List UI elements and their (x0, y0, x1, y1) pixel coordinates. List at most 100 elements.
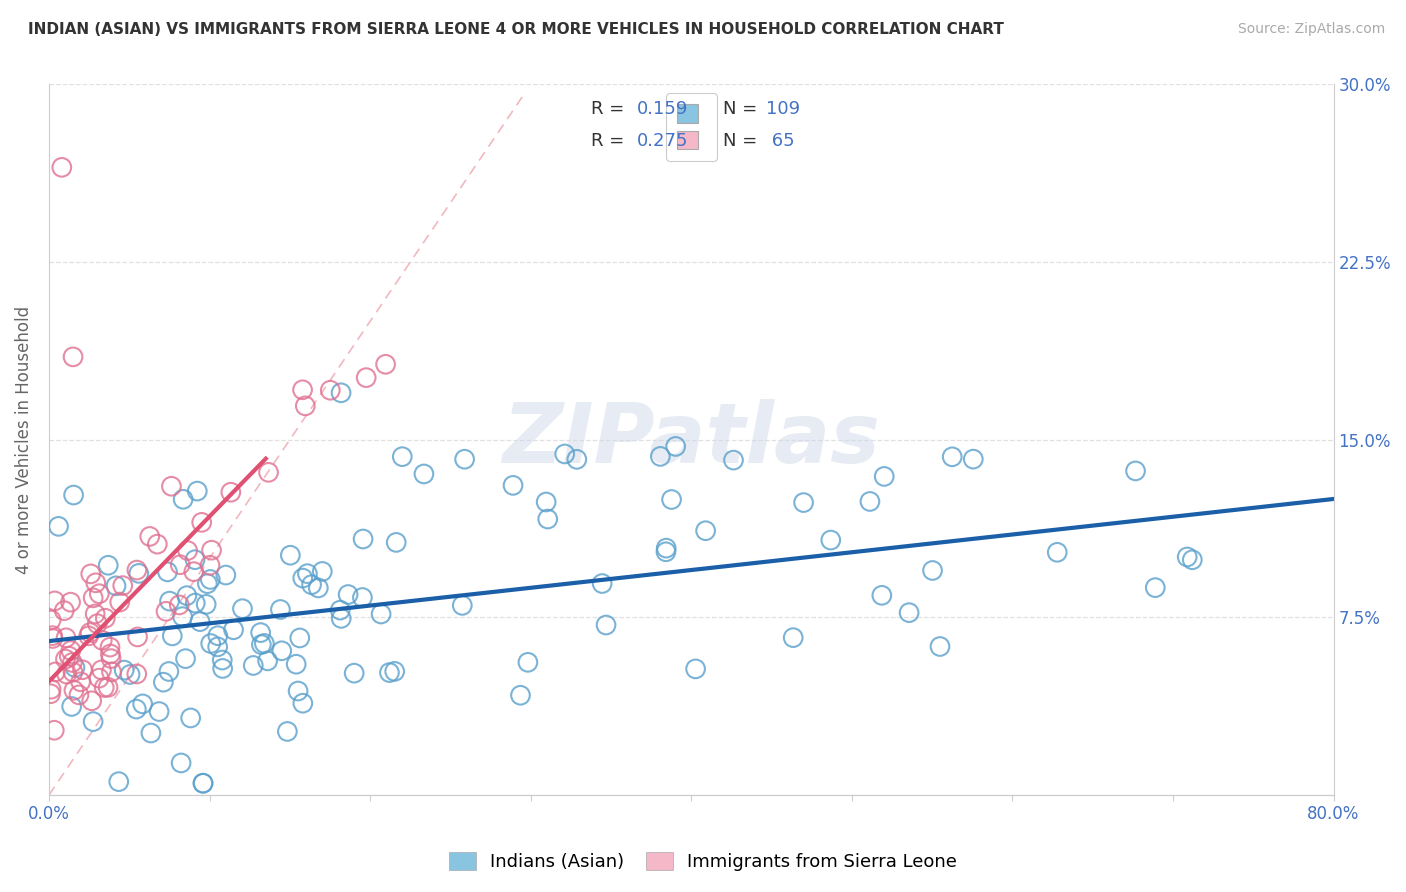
Point (354, 370, 377, 384)
Point (242, 658, 264, 673)
Text: 0.275: 0.275 (637, 132, 689, 150)
Point (661, 492, 683, 507)
Point (89, 671, 111, 685)
Point (125, 667, 148, 681)
Point (451, 599, 474, 613)
Point (157, 665, 180, 679)
Point (352, 591, 374, 605)
Point (385, 535, 408, 549)
Point (90, 663, 112, 677)
Point (207, 640, 229, 654)
Point (352, 532, 374, 546)
Point (146, 537, 169, 551)
Point (39, 682, 62, 697)
Point (269, 602, 291, 616)
Text: ZIPatlas: ZIPatlas (502, 400, 880, 480)
Point (695, 524, 717, 538)
Point (197, 576, 219, 591)
Point (170, 756, 193, 770)
Point (59, 643, 82, 657)
Point (200, 543, 222, 558)
Point (39, 613, 62, 627)
Point (859, 494, 882, 508)
Point (82, 714, 104, 729)
Point (820, 533, 842, 547)
Point (51, 161, 73, 175)
Point (873, 469, 896, 483)
Point (41, 629, 63, 643)
Point (190, 516, 212, 530)
Point (120, 667, 142, 681)
Point (58, 649, 80, 664)
Point (307, 581, 329, 595)
Point (100, 665, 122, 679)
Point (97, 681, 120, 695)
Point (195, 598, 218, 612)
Point (93, 681, 115, 695)
Point (650, 450, 672, 464)
Text: 0.159: 0.159 (637, 100, 689, 119)
Point (256, 654, 278, 668)
Point (280, 548, 302, 562)
Point (343, 666, 366, 681)
Point (374, 357, 396, 371)
Point (55, 667, 77, 681)
Point (172, 492, 194, 507)
Point (921, 564, 943, 578)
Point (198, 558, 221, 573)
Y-axis label: 4 or more Vehicles in Household: 4 or more Vehicles in Household (15, 306, 32, 574)
Point (62, 665, 84, 679)
Point (62, 350, 84, 364)
Point (180, 711, 202, 725)
Point (207, 629, 229, 643)
Point (1144, 581, 1167, 595)
Point (184, 596, 207, 610)
Point (370, 607, 392, 621)
Text: Source: ZipAtlas.com: Source: ZipAtlas.com (1237, 22, 1385, 37)
Text: N =: N = (723, 100, 763, 119)
Point (160, 479, 183, 493)
Point (1125, 464, 1147, 478)
Point (84, 575, 107, 590)
Point (591, 576, 613, 591)
Point (108, 595, 131, 609)
Point (98, 640, 121, 654)
Point (330, 385, 353, 400)
Point (80, 566, 103, 581)
Point (249, 625, 271, 640)
Point (191, 776, 214, 790)
Point (62, 488, 84, 502)
Text: 109: 109 (766, 100, 800, 119)
Point (378, 665, 401, 680)
Point (793, 495, 815, 509)
Point (42, 632, 65, 646)
Point (72, 663, 94, 677)
Point (1046, 545, 1069, 559)
Point (1181, 553, 1204, 567)
Point (211, 653, 233, 667)
Point (169, 558, 191, 572)
Point (294, 399, 316, 413)
Point (554, 447, 576, 461)
Point (63, 660, 86, 674)
Point (231, 601, 253, 615)
Point (79, 625, 101, 640)
Point (276, 724, 298, 739)
Point (69, 674, 91, 689)
Point (139, 726, 162, 740)
Point (330, 611, 353, 625)
Point (222, 623, 245, 637)
Point (91, 633, 114, 648)
Point (291, 571, 314, 585)
Point (107, 774, 129, 789)
Point (191, 776, 214, 790)
Point (287, 684, 309, 698)
Point (337, 588, 360, 602)
Point (898, 606, 921, 620)
Legend: , : , (666, 94, 717, 161)
Point (125, 563, 148, 577)
Point (270, 644, 292, 658)
Point (44, 723, 66, 738)
Point (929, 640, 952, 654)
Point (84, 607, 107, 621)
